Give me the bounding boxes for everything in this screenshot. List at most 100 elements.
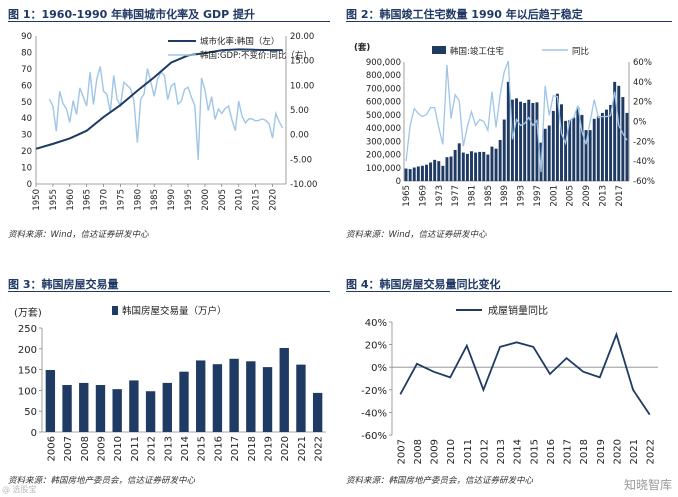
fig2-bar (527, 99, 531, 181)
fig1-yleft-tick: 40 (21, 114, 32, 124)
fig3-bar (129, 380, 139, 432)
fig4-y-tick: -40% (361, 408, 387, 419)
fig2-title: 图 2：韩国竣工住宅数量 1990 年以后趋于稳定 (346, 6, 672, 22)
watermark: 知晓智库 (623, 478, 672, 492)
fig3-x-tick: 2022 (314, 436, 325, 461)
fig2-x-tick: 1973 (435, 185, 445, 207)
fig2-bar (420, 165, 424, 181)
fig2-legend-yoy: 同比 (572, 46, 589, 57)
fig2-x-tick: 1997 (533, 185, 543, 207)
fig1-yright-tick: -5.00 (290, 155, 312, 165)
fig4-chart: -60% -40% -20% 0% 20% 40% 2007 2008 2009 2010 2011… (361, 304, 658, 464)
fig4-x-tick: 2014 (513, 439, 524, 464)
fig2-yleft-tick: 100,000 (366, 164, 401, 174)
fig2-bar (515, 98, 518, 181)
fig2-bar (523, 102, 527, 181)
fig2-yleft-tick: 600,000 (366, 98, 401, 108)
fig2-bar (502, 119, 506, 181)
fig2-bar (568, 120, 572, 181)
fig2-bar (437, 161, 441, 181)
fig1-yright-tick: 20.00 (290, 32, 314, 42)
fig1-yleft-tick: 90 (21, 32, 32, 42)
fig4-y-tick: 0% (371, 363, 387, 374)
fig2-bar (543, 128, 547, 181)
fig3-y-tick: 200 (18, 345, 37, 356)
fig2-yright-tick: 60% (633, 58, 652, 68)
fig3-bar (296, 364, 306, 432)
fig2-bar (580, 114, 584, 181)
fig1-x-tick: 1985 (150, 189, 160, 211)
fig4-y-tick: 40% (365, 318, 387, 329)
fig4-x-tick: 2016 (546, 439, 557, 464)
fig2-bar (425, 164, 428, 181)
fig3-x-tick: 2020 (280, 436, 291, 461)
fig3-legend-swatch (112, 306, 118, 315)
fig2-bar (605, 109, 608, 181)
fig3-x-tick: 2006 (46, 436, 57, 461)
fig2-bar (560, 104, 563, 181)
fig2-bar (441, 165, 445, 181)
fig2-x-tick: 2005 (566, 185, 576, 207)
fig2-bar (416, 166, 420, 181)
fig2-legend-bar: 韩国:竣工住宅 (450, 46, 504, 57)
fig1-x-tick: 2000 (201, 189, 211, 211)
fig3-x-tick: 2019 (264, 436, 275, 461)
fig2-x-tick: 1969 (418, 185, 428, 207)
fig3-x-tick: 2018 (247, 436, 258, 461)
fig1-yright-tick: 10.00 (290, 81, 314, 91)
fig4-title: 图 4：韩国房屋交易量同比变化 (346, 276, 672, 292)
fig2-yright-tick: 0% (633, 118, 647, 128)
fig1-x-tick: 2015 (252, 189, 262, 211)
fig2-bar (617, 85, 621, 181)
fig1-x-tick: 1950 (32, 189, 42, 211)
fig2-x-tick: 1981 (468, 185, 478, 207)
fig2-yright-tick: -20% (633, 137, 655, 147)
fig1-panel: 图 1：1960-1990 年韩国城市化率及 GDP 提升 0 10 20 30 40 5… (8, 6, 330, 246)
fig2-bar (408, 169, 412, 181)
fig4-x-tick: 2019 (596, 439, 607, 464)
fig2-unit: (套) (354, 42, 370, 53)
fig2-bar (572, 117, 576, 181)
fig3-y-tick: 0 (31, 428, 37, 439)
fig2-bar (429, 162, 433, 181)
fig1-x-tick: 1955 (49, 189, 59, 211)
fig1-urban-line (35, 48, 283, 150)
fig2-yright-tick: -60% (633, 177, 655, 187)
fig4-y-tick: 20% (365, 341, 387, 352)
fig1-yleft-tick: 50 (21, 98, 32, 108)
fig2-bar (433, 159, 437, 181)
fig3-bar (179, 371, 189, 432)
fig4-panel: 图 4：韩国房屋交易量同比变化 -60% -40% -20% 0% 20% 40% 2007… (346, 276, 672, 492)
fig2-bar (465, 153, 469, 181)
fig2-bar (482, 151, 486, 181)
fig1-yleft-tick: 10 (21, 164, 32, 174)
fig2-bar (510, 99, 514, 181)
fig1-yright-tick: -10.00 (290, 180, 317, 190)
fig3-bar (145, 391, 156, 432)
fig3-y-tick: 150 (18, 366, 37, 377)
fig4-line (399, 331, 651, 416)
fig3-x-tick: 2007 (63, 436, 74, 461)
fig3-x-tick: 2014 (180, 436, 191, 461)
fig3-bar (229, 358, 239, 432)
fig3-x-tick: 2015 (197, 436, 208, 461)
fig4-x-tick: 2011 (463, 439, 474, 464)
fig2-bar (506, 81, 510, 181)
fig3-x-tick: 2009 (96, 436, 107, 461)
fig2-x-tick: 2017 (615, 185, 625, 207)
fig1-yleft-tick: 70 (21, 65, 32, 75)
fig2-bar (535, 102, 539, 181)
fig3-chart: (万套) 0 50 100 150 200 250 2006 2007 2008 2009 2010 2… (14, 305, 326, 461)
fig2-bar (478, 151, 482, 181)
fig3-bar (262, 367, 273, 432)
fig2-bar (445, 157, 449, 181)
fig2-bar (621, 97, 625, 181)
fig3-panel: 图 3：韩国房屋交易量 (万套) 0 50 100 150 200 250 2006 2007 2… (8, 276, 330, 492)
fig2-panel: 图 2：韩国竣工住宅数量 1990 年以后趋于稳定 (套) 0 100,000 200… (346, 6, 672, 246)
fig2-yright-tick: 40% (633, 78, 652, 88)
fig1-x-tick: 1975 (116, 189, 126, 211)
fig3-x-tick: 2010 (113, 436, 124, 461)
fig1-gdp-line (48, 66, 284, 160)
fig1-x-tick: 1965 (83, 189, 93, 211)
fig2-x-tick: 2009 (582, 185, 592, 207)
